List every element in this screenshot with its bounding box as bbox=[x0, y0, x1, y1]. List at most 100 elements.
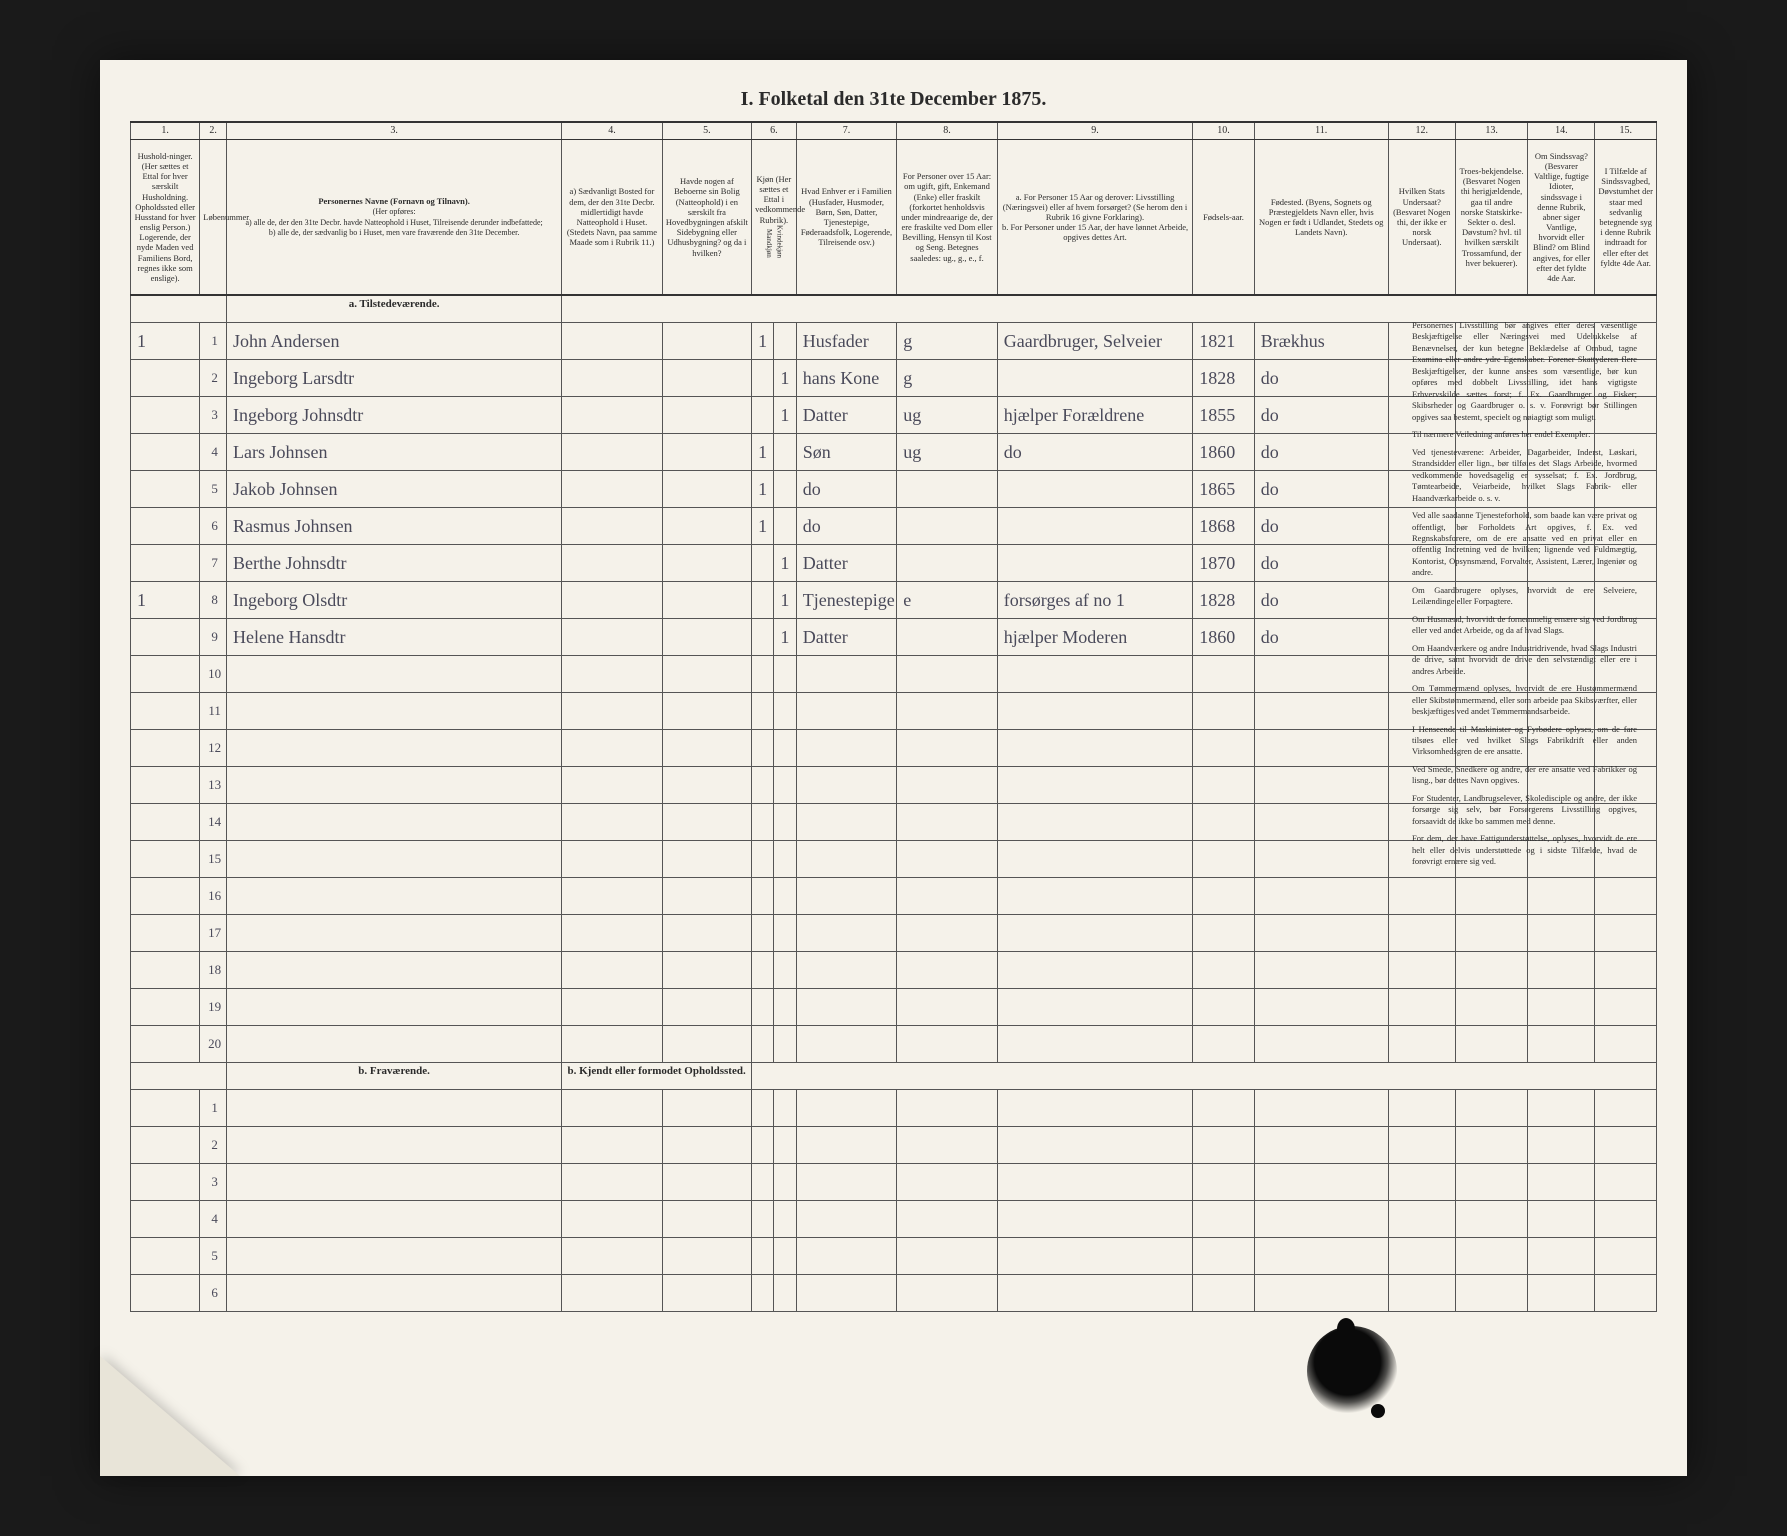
cell bbox=[1388, 1275, 1455, 1312]
cell bbox=[131, 360, 200, 397]
column-header-row: Hushold-ninger. (Her sættes et Ettal for… bbox=[131, 140, 1657, 296]
cell bbox=[131, 619, 200, 656]
cell bbox=[1455, 1164, 1528, 1201]
cell bbox=[997, 1275, 1192, 1312]
cell bbox=[774, 1026, 796, 1063]
cell bbox=[774, 989, 796, 1026]
cell bbox=[1388, 1238, 1455, 1275]
cell: e bbox=[897, 582, 998, 619]
cell bbox=[131, 1238, 200, 1275]
cell: 19 bbox=[200, 989, 227, 1026]
column-number-row: 1.2.3.4.5.6.7.8.9.10.11.12.13.14.15. bbox=[131, 122, 1657, 140]
cell bbox=[796, 1164, 897, 1201]
cell bbox=[997, 545, 1192, 582]
cell: Datter bbox=[796, 619, 897, 656]
cell bbox=[897, 1090, 998, 1127]
cell bbox=[997, 989, 1192, 1026]
cell bbox=[897, 545, 998, 582]
col-num: 3. bbox=[227, 122, 562, 140]
rules-paragraph: Til nærmere Veiledning anføres her endel… bbox=[1412, 429, 1637, 440]
cell bbox=[562, 1026, 663, 1063]
cell: 1865 bbox=[1193, 471, 1254, 508]
cell: Rasmus Johnsen bbox=[227, 508, 562, 545]
cell: ug bbox=[897, 397, 998, 434]
col-header: a) Sædvanligt Bosted for dem, der den 31… bbox=[562, 140, 663, 296]
cell bbox=[1254, 1238, 1388, 1275]
rules-paragraph: Om Husmænd, hvorvidt de fornemmelig ernæ… bbox=[1412, 614, 1637, 637]
table-row: 16 bbox=[131, 878, 1657, 915]
cell bbox=[227, 915, 562, 952]
cell: do bbox=[1254, 619, 1388, 656]
cell bbox=[897, 878, 998, 915]
cell bbox=[897, 1201, 998, 1238]
cell bbox=[562, 397, 663, 434]
table-row: 18 bbox=[131, 952, 1657, 989]
cell: 1 bbox=[774, 619, 796, 656]
cell bbox=[1388, 1127, 1455, 1164]
cell: do bbox=[1254, 434, 1388, 471]
cell: do bbox=[1254, 360, 1388, 397]
cell bbox=[997, 767, 1192, 804]
col-header: Løbenummer bbox=[200, 140, 227, 296]
cell bbox=[752, 397, 774, 434]
cell bbox=[562, 767, 663, 804]
cell bbox=[1595, 1090, 1657, 1127]
cell: 16 bbox=[200, 878, 227, 915]
cell bbox=[1595, 1238, 1657, 1275]
cell bbox=[1193, 767, 1254, 804]
cell bbox=[1193, 1026, 1254, 1063]
cell bbox=[662, 1238, 751, 1275]
cell bbox=[131, 545, 200, 582]
cell: 6 bbox=[200, 1275, 227, 1312]
cell bbox=[1193, 841, 1254, 878]
cell bbox=[1254, 693, 1388, 730]
cell: Ingeborg Johnsdtr bbox=[227, 397, 562, 434]
col-num: 9. bbox=[997, 122, 1192, 140]
cell bbox=[131, 1201, 200, 1238]
cell: 1 bbox=[752, 323, 774, 360]
cell bbox=[752, 767, 774, 804]
cell: a. Tilstedeværende. bbox=[227, 295, 562, 323]
cell bbox=[796, 1238, 897, 1275]
cell bbox=[562, 619, 663, 656]
cell bbox=[662, 915, 751, 952]
cell bbox=[796, 878, 897, 915]
cell bbox=[562, 1127, 663, 1164]
cell: 20 bbox=[200, 1026, 227, 1063]
cell: Lars Johnsen bbox=[227, 434, 562, 471]
cell: 5 bbox=[200, 471, 227, 508]
cell: do bbox=[997, 434, 1192, 471]
cell bbox=[752, 693, 774, 730]
col-num: 8. bbox=[897, 122, 998, 140]
col-header: For Personer over 15 Aar: om ugift, gift… bbox=[897, 140, 998, 296]
cell: 4 bbox=[200, 434, 227, 471]
cell bbox=[1455, 1090, 1528, 1127]
cell bbox=[662, 545, 751, 582]
cell bbox=[562, 804, 663, 841]
cell: 18 bbox=[200, 952, 227, 989]
col-num: 13. bbox=[1455, 122, 1528, 140]
cell bbox=[1193, 1275, 1254, 1312]
cell: b. Fraværende. bbox=[227, 1063, 562, 1090]
cell bbox=[1193, 1090, 1254, 1127]
cell: 1868 bbox=[1193, 508, 1254, 545]
cell bbox=[752, 1275, 774, 1312]
cell: Berthe Johnsdtr bbox=[227, 545, 562, 582]
cell bbox=[1193, 804, 1254, 841]
cell bbox=[662, 434, 751, 471]
cell bbox=[1193, 1127, 1254, 1164]
cell bbox=[131, 295, 227, 323]
cell: do bbox=[1254, 397, 1388, 434]
col-header: a. For Personer 15 Aar og derover: Livss… bbox=[997, 140, 1192, 296]
cell: do bbox=[1254, 471, 1388, 508]
col-num: 12. bbox=[1388, 122, 1455, 140]
cell: do bbox=[1254, 545, 1388, 582]
cell bbox=[796, 1127, 897, 1164]
cell bbox=[997, 952, 1192, 989]
cell bbox=[1595, 952, 1657, 989]
cell bbox=[774, 804, 796, 841]
cell: hjælper Forældrene bbox=[997, 397, 1192, 434]
cell bbox=[662, 360, 751, 397]
rules-paragraph: For Studenter, Landbrugselever, Skoledis… bbox=[1412, 793, 1637, 827]
cell bbox=[774, 841, 796, 878]
